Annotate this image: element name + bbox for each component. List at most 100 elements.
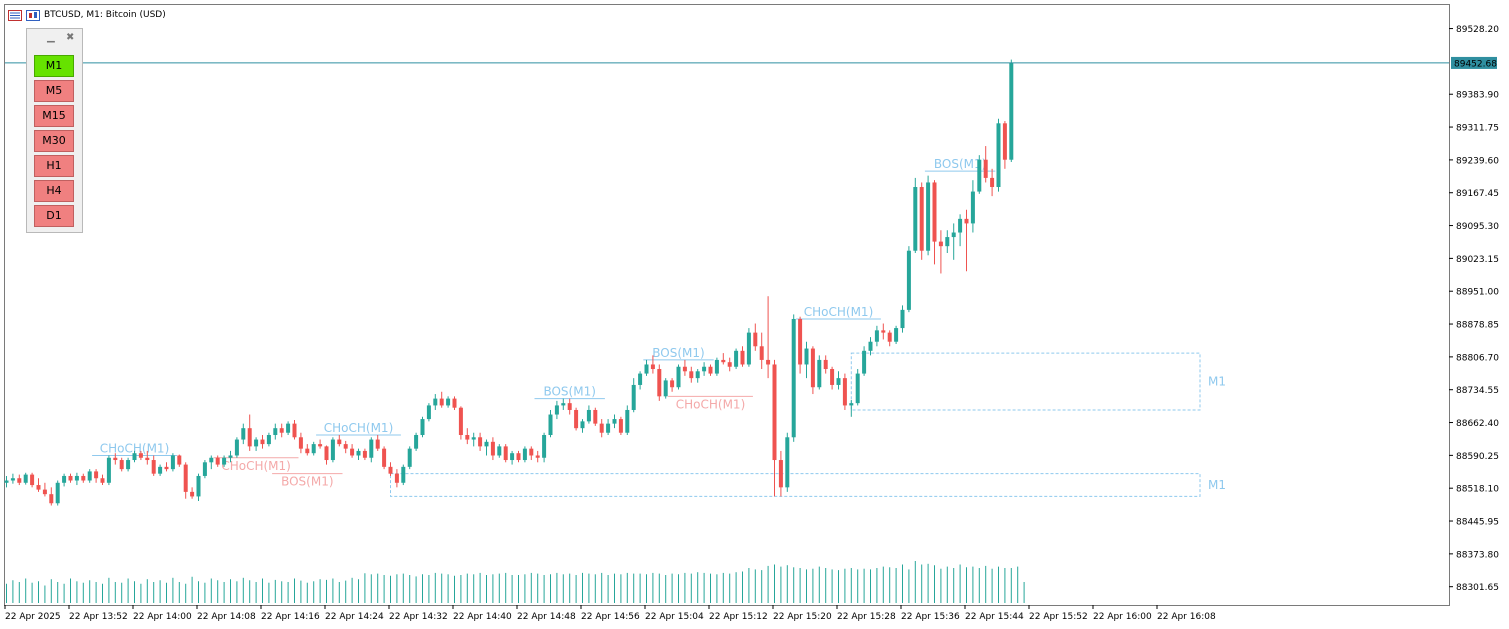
candle-body [94, 471, 99, 479]
candle-body [209, 457, 214, 463]
candle-body [567, 403, 572, 410]
candle-body [446, 398, 451, 406]
chart-properties-icon[interactable] [8, 9, 22, 21]
structure-label: CHoCH(M1) [221, 459, 291, 473]
candle-body [772, 364, 777, 461]
candle-body [4, 480, 9, 483]
time-tick-label: 22 Apr 16:08 [1157, 612, 1216, 622]
candle-body [401, 466, 406, 483]
candle-body [106, 457, 111, 483]
time-tick-label: 22 Apr 14:24 [325, 612, 384, 622]
candle-body [145, 457, 150, 461]
timeframe-button-m1[interactable]: M1 [34, 55, 74, 77]
candle-body [983, 159, 988, 178]
candle-body [407, 448, 412, 467]
time-tick-label: 22 Apr 14:56 [581, 612, 640, 622]
candle-body [420, 419, 425, 436]
candle-body [849, 403, 854, 406]
structure-label: BOS(M1) [652, 346, 704, 360]
candle-body [650, 364, 655, 370]
current-price-line: 89452.68 [5, 56, 1497, 69]
price-tick-label: 88951.00 [1456, 288, 1499, 298]
candle-body [548, 414, 553, 436]
candle-body [17, 478, 22, 483]
candles [4, 59, 1014, 506]
volume-bars [6, 561, 1025, 603]
order-block-box [850, 352, 1201, 411]
candle-body [10, 478, 15, 481]
candle-body [458, 407, 463, 436]
price-tick-label: 89383.90 [1456, 91, 1499, 101]
candle-body [414, 435, 419, 449]
candle-body [292, 423, 297, 438]
price-tick-label: 89167.45 [1456, 189, 1499, 199]
price-tick-label: 89239.60 [1456, 156, 1499, 166]
chart-frame[interactable] [4, 4, 1450, 606]
candle-body [318, 444, 323, 447]
minimize-icon[interactable]: ▁ [47, 32, 55, 43]
timeframe-button-d1[interactable]: D1 [34, 205, 74, 227]
candle-body [350, 448, 355, 456]
structure-annotations: CHoCH(M1) CHoCH(M1) BOS(M1) CHoCH(M1) BOS(M1… [92, 157, 996, 489]
candle-body [490, 441, 495, 456]
timeframe-button-m30[interactable]: M30 [34, 130, 74, 152]
candle-body [151, 460, 156, 474]
current-price-label: 89452.68 [1454, 59, 1497, 69]
time-tick-label: 22 Apr 15:20 [773, 612, 832, 622]
timeframe-button-h4[interactable]: H4 [34, 180, 74, 202]
candle-body [484, 441, 489, 447]
candle-body [49, 494, 54, 504]
candle-body [126, 460, 131, 470]
candle-body [516, 453, 521, 461]
candle-body [804, 348, 809, 365]
timeframe-button-m5[interactable]: M5 [34, 80, 74, 102]
candle-body [938, 241, 943, 247]
candle-body [196, 475, 201, 497]
timeframe-button-h1[interactable]: H1 [34, 155, 74, 177]
candle-body [746, 332, 751, 365]
candle-body [714, 359, 719, 374]
time-tick-label: 22 Apr 14:08 [197, 612, 256, 622]
candle-body [689, 371, 694, 379]
price-tick-label: 89528.20 [1456, 25, 1499, 35]
time-tick-label: 22 Apr 15:12 [709, 612, 768, 622]
candle-body [132, 453, 137, 461]
candle-body [62, 475, 67, 483]
chart-title-bar: BTCUSD, M1: Bitcoin (USD) [8, 8, 166, 22]
candle-body [855, 373, 860, 404]
candle-body [586, 409, 591, 422]
candle-body [170, 455, 175, 470]
candle-body [100, 478, 105, 483]
candle-body [382, 448, 387, 467]
candle-body [830, 369, 835, 385]
candle-body [906, 250, 911, 310]
chart-type-icon[interactable] [26, 9, 40, 21]
candle-body [510, 453, 515, 461]
candle-body [1009, 62, 1014, 160]
chart-title: BTCUSD, M1: Bitcoin (USD) [44, 10, 166, 20]
candle-body [388, 466, 393, 474]
candle-body [279, 428, 284, 433]
close-icon[interactable]: ✖ [66, 32, 75, 43]
candle-body [727, 362, 732, 367]
candle-body [894, 328, 899, 342]
candle-body [874, 330, 879, 342]
timeframe-button-m15[interactable]: M15 [34, 105, 74, 127]
candle-body [81, 475, 86, 481]
candle-body [958, 218, 963, 233]
candle-body [426, 405, 431, 420]
price-tick-label: 88806.70 [1456, 353, 1499, 363]
candle-body [273, 428, 278, 436]
time-axis: 22 Apr 2025 22 Apr 13:52 22 Apr 14:00 22 Ap… [4, 605, 1216, 622]
time-tick-label: 22 Apr 14:16 [261, 612, 320, 622]
time-tick-label: 22 Apr 14:48 [517, 612, 576, 622]
time-tick-label: 22 Apr 2025 [5, 612, 61, 622]
candle-body [241, 428, 246, 440]
candle-body [286, 423, 291, 433]
candle-body [862, 350, 867, 374]
candle-body [682, 366, 687, 372]
candle-body [522, 448, 527, 461]
candle-body [471, 437, 476, 440]
candle-body [836, 378, 841, 385]
